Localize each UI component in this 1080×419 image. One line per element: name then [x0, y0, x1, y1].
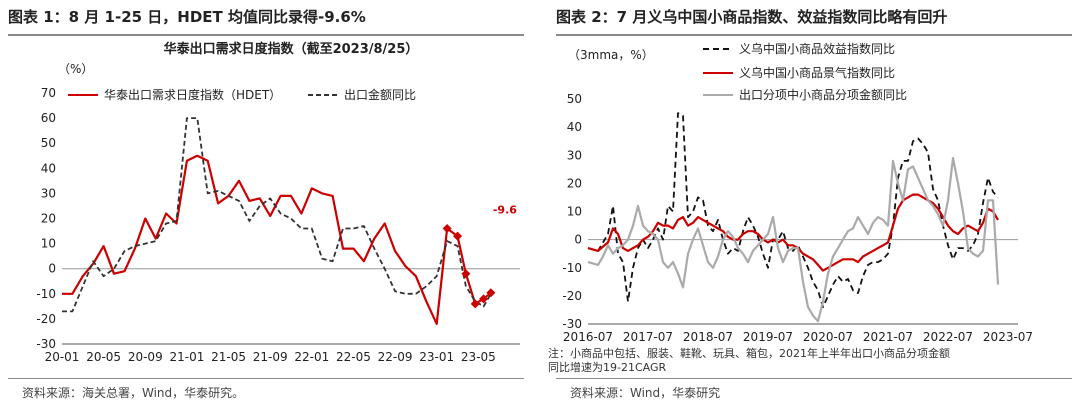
x-tick-label: 23-05	[461, 350, 496, 364]
x-tick-label: 21-09	[253, 350, 288, 364]
legend-label-1: 出口金额同比	[344, 87, 416, 102]
data-marker-diamond	[453, 231, 463, 241]
data-marker-diamond	[461, 269, 471, 279]
x-tick-label: 20-01	[45, 350, 80, 364]
y-tick-label: 50	[41, 136, 56, 150]
bottom-divider-right	[556, 378, 1072, 379]
data-marker-diamond	[486, 288, 496, 298]
x-tick-label: 20-09	[128, 350, 163, 364]
chart-title: 华泰出口需求日度指数（截至2023/8/25）	[164, 41, 419, 57]
figure-title-right: 图表 2：7 月义乌中国小商品指数、效益指数同比略有回升	[556, 8, 948, 26]
title-divider-right	[556, 34, 1072, 36]
x-tick-label: 2018-07	[683, 330, 733, 344]
x-tick-label: 23-01	[419, 350, 454, 364]
bottom-divider-left	[8, 378, 524, 379]
y-tick-label: 60	[41, 111, 56, 125]
y-tick-label: -10	[562, 261, 582, 275]
y-tick-label: -10	[36, 287, 56, 301]
series-line-2	[587, 157, 1000, 323]
x-tick-label: 22-01	[294, 350, 329, 364]
figure-panel-right: 图表 2：7 月义乌中国小商品指数、效益指数同比略有回升 （3mma，%） -30…	[548, 0, 1080, 419]
x-tick-label: 22-09	[378, 350, 413, 364]
x-tick-label: 2021-07	[863, 330, 913, 344]
y-tick-label: 20	[41, 212, 56, 226]
chart-yiwu-index: （3mma，%） -30 -20 -10 0 10 20 30 40 50 2016-07 2017-…	[548, 41, 1033, 374]
y-tick-label: 10	[567, 205, 582, 219]
x-tick-label: 21-01	[169, 350, 204, 364]
x-tick-label: 2016-07	[563, 330, 613, 344]
x-tick-label: 2022-07	[923, 330, 973, 344]
series-line-0	[62, 154, 492, 325]
legend-label-1: 义乌中国小商品景气指数同比	[739, 65, 895, 80]
y-tick-label: 10	[41, 237, 56, 251]
data-marker-diamond	[470, 299, 480, 309]
x-tick-label: 2017-07	[623, 330, 673, 344]
chart-hdet: 华泰出口需求日度指数（截至2023/8/25） （%） -30 -20 -10 0 10 20…	[36, 41, 520, 364]
y-tick-label: 30	[41, 186, 56, 200]
figure-panel-left: 图表 1：8 月 1-25 日，HDET 均值同比录得-9.6% 华泰出口需求日…	[0, 0, 532, 419]
annotation-label: -9.6	[493, 203, 517, 216]
source-note-left: 资料来源：海关总署，Wind，华泰研究。	[22, 386, 245, 400]
data-marker-diamond	[479, 294, 489, 304]
y-tick-label: 40	[41, 161, 56, 175]
title-divider-left	[8, 34, 524, 36]
y-tick-label: -30	[562, 317, 582, 331]
chart-note-line: 注：小商品中包括、服装、鞋靴、玩具、箱包，2021年上半年出口小商品分项金额	[548, 346, 950, 360]
legend-label-0: 义乌中国小商品效益指数同比	[739, 41, 895, 56]
y-axis-unit: （3mma，%）	[568, 48, 654, 62]
y-tick-label: 0	[48, 262, 56, 276]
x-tick-label: 22-05	[336, 350, 371, 364]
figure-title-left: 图表 1：8 月 1-25 日，HDET 均值同比录得-9.6%	[8, 8, 366, 26]
source-note-right: 资料来源：Wind，华泰研究	[570, 386, 721, 400]
y-tick-label: 70	[41, 86, 56, 100]
y-tick-label: -30	[36, 337, 56, 351]
x-tick-label: 2020-07	[803, 330, 853, 344]
y-tick-label: 30	[567, 148, 582, 162]
x-tick-label: 21-05	[211, 350, 246, 364]
series-line-1	[62, 117, 492, 313]
y-axis-unit: （%）	[58, 62, 93, 76]
y-tick-label: -20	[36, 312, 56, 326]
y-tick-label: 40	[567, 120, 582, 134]
legend-label-0: 华泰出口需求日度指数（HDET）	[104, 87, 281, 102]
y-tick-label: 0	[574, 233, 582, 247]
legend-label-2: 出口分项中小商品分项金额同比	[739, 87, 907, 102]
series-line-0	[587, 112, 999, 308]
x-tick-label: 2019-07	[743, 330, 793, 344]
x-tick-label: 2023-07	[983, 330, 1033, 344]
y-tick-label: 50	[567, 92, 582, 106]
y-tick-label: -20	[562, 289, 582, 303]
data-marker-diamond	[442, 224, 452, 234]
x-tick-label: 20-05	[86, 350, 121, 364]
chart-note-line: 同比增速为19-21CAGR	[548, 360, 666, 374]
y-tick-label: 20	[567, 176, 582, 190]
